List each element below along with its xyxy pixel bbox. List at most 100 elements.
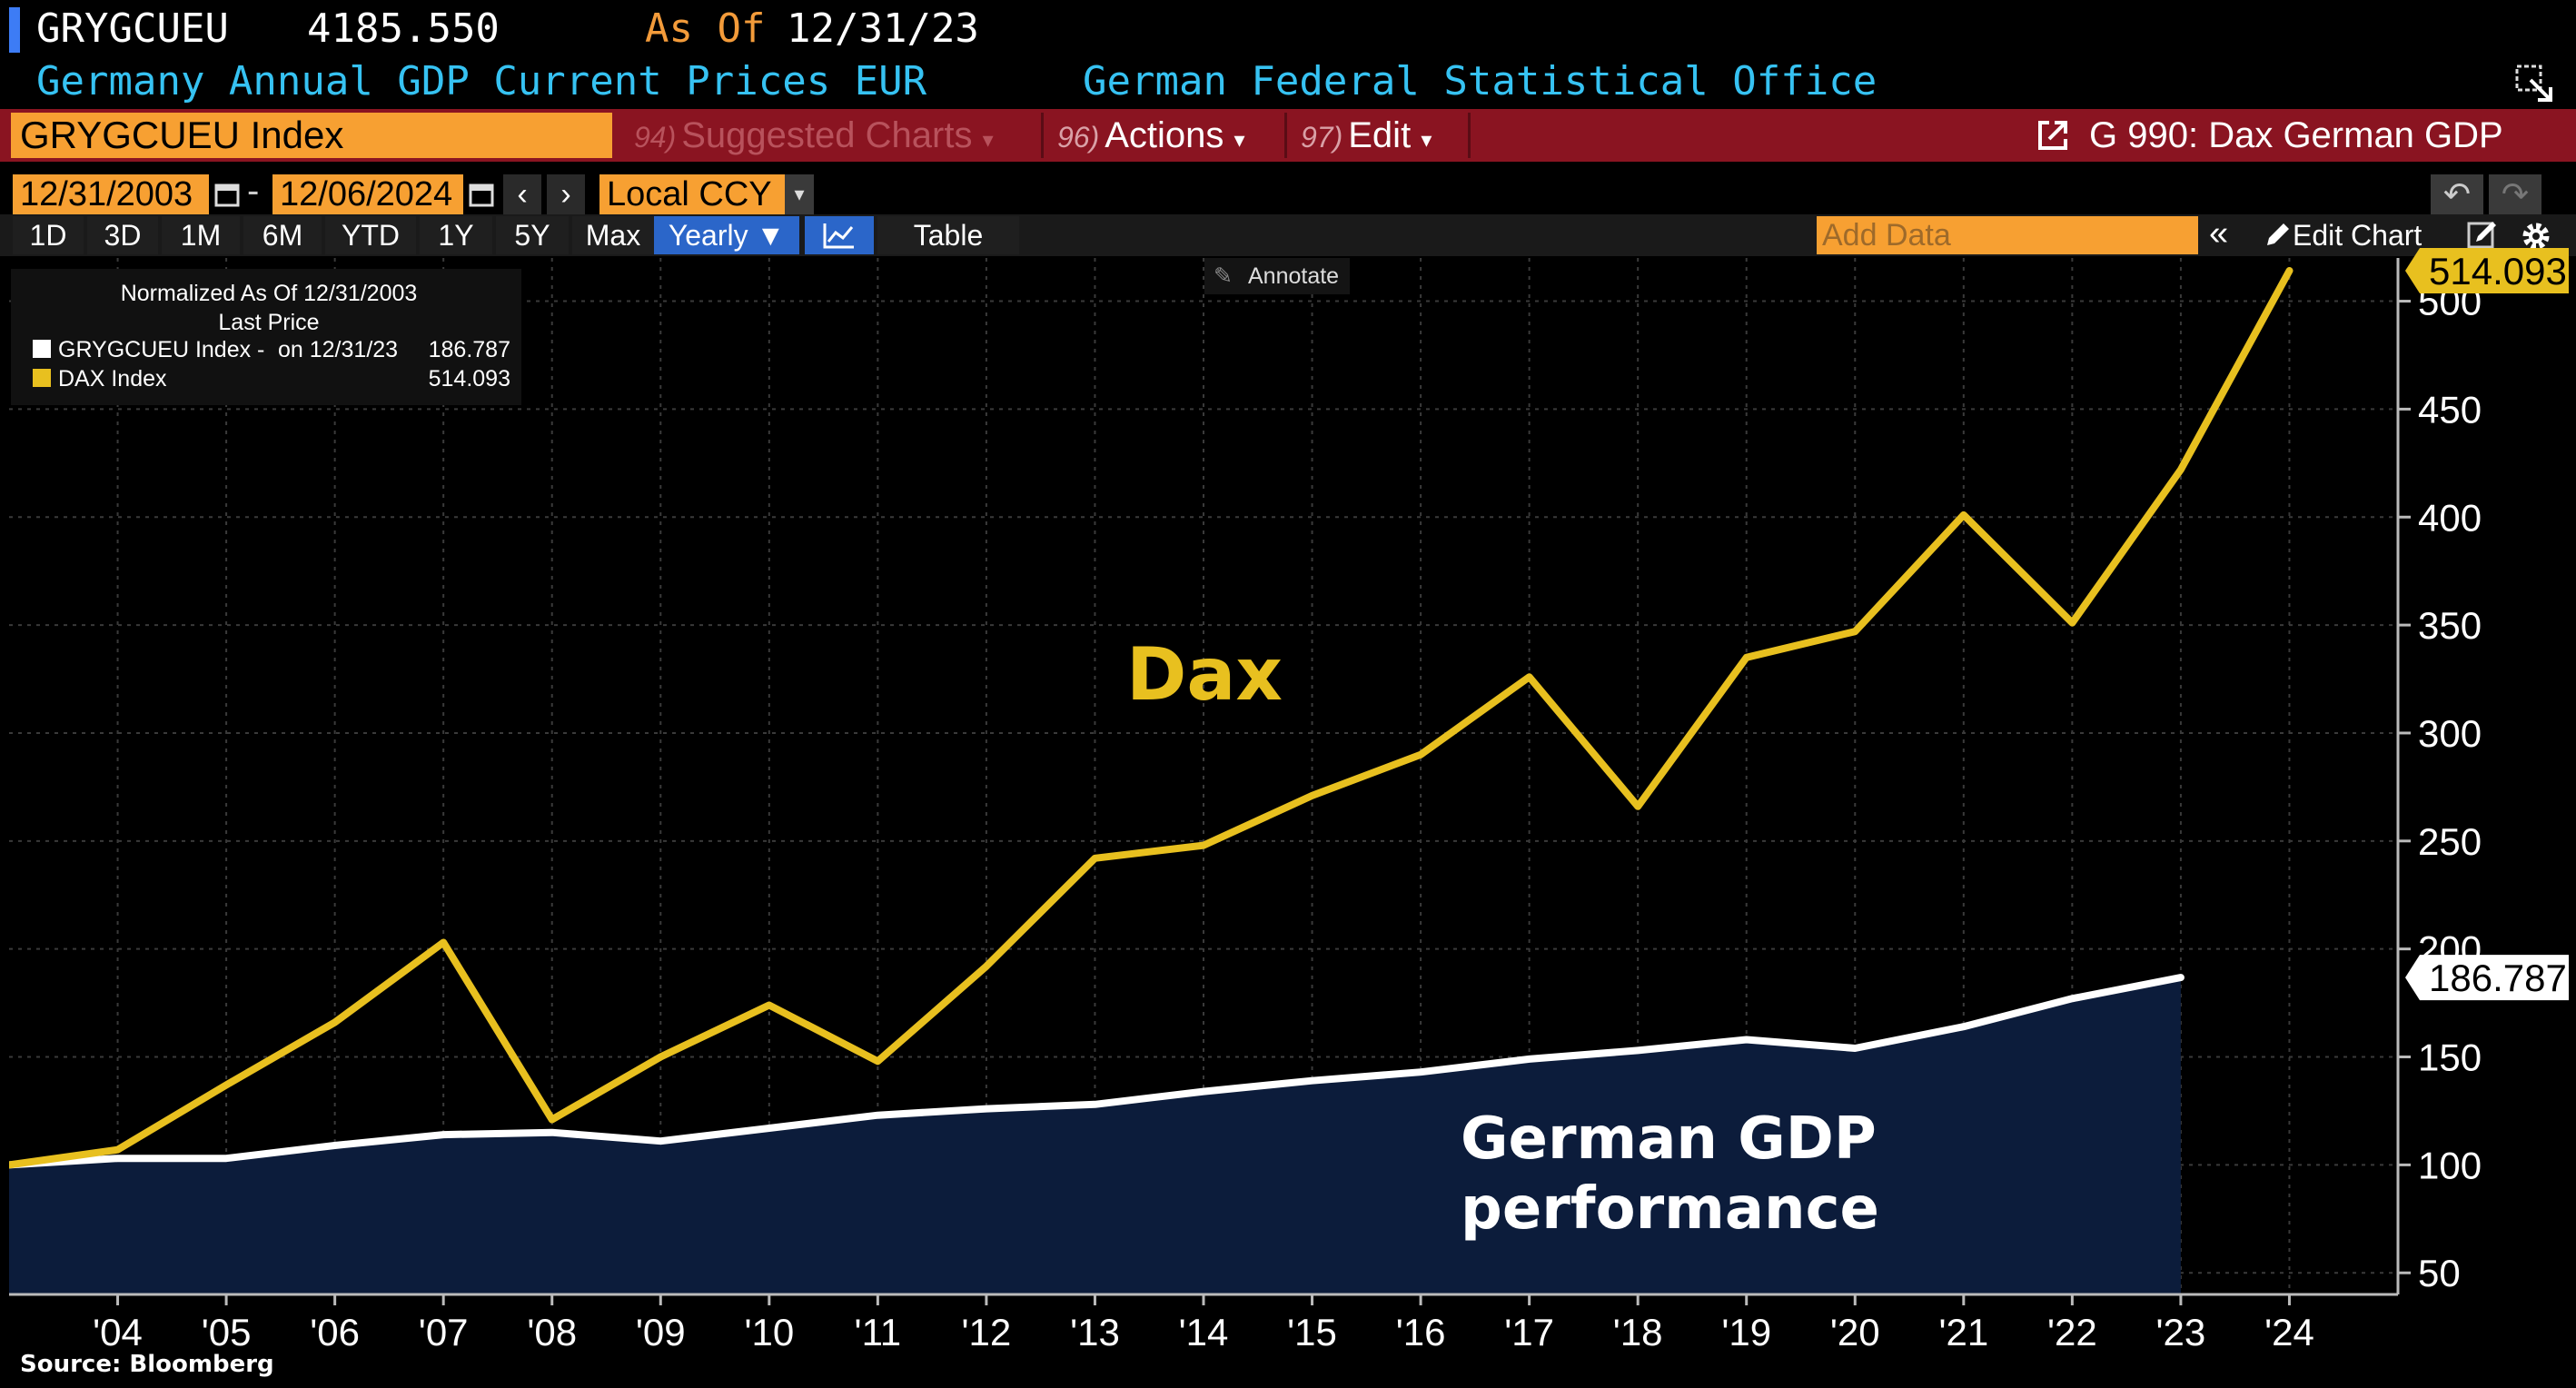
suggested-charts-button[interactable]: 94) Suggested Charts ▾: [621, 109, 1006, 162]
security-input[interactable]: GRYGCUEU Index: [11, 113, 612, 158]
dropdown-caret-icon: ▾: [1421, 128, 1432, 153]
y-tick-label: 100: [2418, 1144, 2482, 1186]
ticker-marker: [9, 7, 20, 53]
dax-legend-label: DAX Index: [58, 366, 167, 392]
dax-last-value-tag: 514.093: [2405, 248, 2569, 294]
y-tick-label: 250: [2418, 820, 2482, 863]
last-value: 4185.550: [307, 5, 500, 52]
x-tick-label: '09: [636, 1311, 686, 1353]
suggested-charts-label: Suggested Charts: [681, 115, 973, 155]
actions-label: Actions: [1105, 115, 1224, 155]
x-tick-label: '05: [202, 1311, 252, 1353]
range-max-button[interactable]: Max: [572, 216, 654, 254]
dropdown-caret-icon[interactable]: ▾: [785, 174, 814, 214]
currency-select[interactable]: Local CCY: [599, 174, 814, 214]
as-of-label: As Of: [645, 5, 766, 52]
date-separator: -: [247, 171, 260, 211]
gdp-annotation-line2: performance: [1461, 1175, 1879, 1243]
actions-button[interactable]: 96) Actions ▾: [1045, 109, 1258, 162]
gdp-legend-date: on 12/31/23: [278, 337, 398, 362]
legend: Normalized As Of 12/31/2003 Last Price G…: [11, 269, 521, 405]
range-6m-button[interactable]: 6M: [243, 216, 322, 254]
suggested-charts-number: 94): [634, 121, 677, 154]
range-1d-button[interactable]: 1D: [13, 216, 84, 254]
start-date-input[interactable]: 12/31/2003: [13, 174, 209, 214]
x-tick-label: '23: [2156, 1311, 2206, 1353]
range-3d-button[interactable]: 3D: [87, 216, 158, 254]
external-link-icon: [2038, 121, 2067, 150]
x-tick-label: '07: [419, 1311, 469, 1353]
line-chart-icon[interactable]: [805, 216, 874, 254]
x-tick-label: '20: [1830, 1311, 1880, 1353]
gdp-last-value-label: 186.787: [2429, 957, 2567, 999]
y-tick-label: 150: [2418, 1036, 2482, 1079]
range-5y-button[interactable]: 5Y: [496, 216, 569, 254]
gdp-series-line: [9, 974, 2185, 1169]
range-1y-button[interactable]: 1Y: [420, 216, 492, 254]
source-footer: Source: Bloomberg: [20, 1351, 274, 1378]
dax-series-line: [9, 267, 2294, 1169]
y-tick-label: 350: [2418, 604, 2482, 647]
y-tick-label: 50: [2418, 1252, 2461, 1294]
x-tick-label: '04: [93, 1311, 143, 1353]
gear-icon[interactable]: [2518, 218, 2554, 254]
dax-last-value-label: 514.093: [2429, 250, 2567, 292]
gdp-area-fill: [9, 977, 2181, 1294]
previous-period-button[interactable]: ‹: [503, 174, 541, 214]
x-tick-label: '18: [1613, 1311, 1663, 1353]
range-ytd-button[interactable]: YTD: [325, 216, 416, 254]
x-tick-label: '14: [1179, 1311, 1229, 1353]
x-tick-label: '24: [2264, 1311, 2314, 1353]
edit-menu-button[interactable]: 97) Edit ▾: [1288, 109, 1444, 162]
chart-link-button[interactable]: G 990: Dax German GDP: [2022, 109, 2516, 162]
dax-legend-swatch: [33, 369, 51, 387]
y-tick-label: 400: [2418, 496, 2482, 539]
calendar-icon[interactable]: [211, 178, 243, 211]
as-of-date: 12/31/23: [787, 5, 979, 52]
gdp-annotation-line1: German GDP: [1461, 1105, 1877, 1173]
x-tick-label: '13: [1070, 1311, 1120, 1353]
security-description: Germany Annual GDP Current Prices EUR: [36, 58, 927, 104]
range-1m-button[interactable]: 1M: [162, 216, 240, 254]
end-date-input[interactable]: 12/06/2024: [272, 174, 463, 214]
undo-icon[interactable]: ↶: [2431, 174, 2483, 214]
next-period-button[interactable]: ›: [547, 174, 585, 214]
x-axis-ticks: '04 '05 '06 '07 '08 '09 '10 '11 '12 '13 '14 '15 '16 '…: [93, 1294, 2314, 1353]
x-tick-label: '17: [1504, 1311, 1554, 1353]
toolbar-divider: [1468, 113, 1471, 158]
dropdown-caret-icon: ▾: [1234, 128, 1245, 153]
edit-chart-button[interactable]: Edit Chart: [2262, 216, 2422, 254]
data-source-org: German Federal Statistical Office: [1083, 58, 1878, 104]
x-tick-label: '22: [2047, 1311, 2097, 1353]
expand-window-icon[interactable]: [2514, 64, 2554, 104]
period-select[interactable]: Yearly ▼: [654, 216, 799, 254]
ticker-symbol: GRYGCUEU: [36, 5, 229, 52]
x-tick-label: '15: [1287, 1311, 1337, 1353]
dropdown-caret-icon: ▾: [982, 128, 994, 153]
actions-number: 96): [1057, 121, 1100, 154]
x-tick-label: '12: [962, 1311, 1012, 1353]
toolbar-divider: [1284, 113, 1287, 158]
line-chart-glyph: [823, 223, 854, 249]
collapse-panel-icon[interactable]: «: [2209, 214, 2229, 253]
x-tick-label: '10: [744, 1311, 794, 1353]
redo-icon[interactable]: ↷: [2489, 174, 2541, 214]
edit-chart-label: Edit Chart: [2293, 219, 2422, 252]
x-tick-label: '21: [1938, 1311, 1988, 1353]
edit-label: Edit: [1348, 115, 1412, 155]
table-view-button[interactable]: Table: [877, 216, 1019, 254]
edit-number: 97): [1301, 121, 1343, 154]
gdp-legend-value: 186.787: [429, 337, 510, 362]
gdp-last-value-tag: 186.787: [2405, 955, 2569, 1001]
x-tick-label: '06: [310, 1311, 360, 1353]
x-tick-label: '08: [527, 1311, 577, 1353]
y-tick-label: 300: [2418, 712, 2482, 755]
add-data-input[interactable]: Add Data: [1817, 216, 2198, 254]
calendar-icon[interactable]: [465, 178, 498, 211]
x-tick-label: '19: [1721, 1311, 1771, 1353]
legend-box: [11, 269, 521, 405]
edit-series-icon[interactable]: [2465, 218, 2500, 253]
annotate-button[interactable]: ✎ Annotate: [1204, 258, 1350, 294]
gdp-legend-label: GRYGCUEU Index -: [58, 337, 264, 362]
